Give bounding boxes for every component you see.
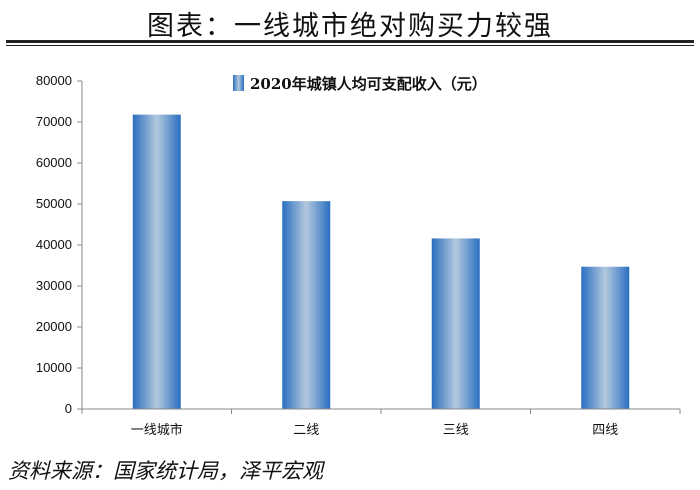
y-tick-label: 40000 bbox=[36, 237, 72, 252]
bar-4 bbox=[581, 266, 630, 409]
title-rule-thin bbox=[6, 45, 694, 46]
y-tick-label: 60000 bbox=[36, 155, 72, 170]
y-tick-label: 30000 bbox=[36, 278, 72, 293]
chart-title: 图表：一线城市绝对购买力较强 bbox=[147, 11, 553, 42]
bar-3 bbox=[431, 238, 480, 409]
y-tick-label: 20000 bbox=[36, 319, 72, 334]
y-tick-label: 80000 bbox=[36, 73, 72, 88]
legend-swatch bbox=[233, 75, 244, 91]
x-axis: 一线城市 二线 三线 四线 bbox=[81, 408, 681, 438]
x-category-label: 一线城市 bbox=[131, 422, 183, 438]
x-category-label: 二线 bbox=[293, 423, 319, 438]
bar-2 bbox=[282, 201, 331, 409]
bars bbox=[132, 114, 630, 410]
y-axis: 0 10000 20000 30000 40000 50000 60000 70000 8000… bbox=[36, 73, 83, 416]
title-rule-thick bbox=[6, 40, 694, 43]
y-tick-label: 70000 bbox=[36, 114, 72, 129]
bar-1 bbox=[132, 114, 181, 410]
x-category-label: 四线 bbox=[592, 423, 618, 438]
legend: 2020年城镇人均可支配收入（元） bbox=[233, 75, 487, 93]
y-tick-label: 10000 bbox=[36, 360, 72, 375]
legend-label: 2020年城镇人均可支配收入（元） bbox=[250, 75, 487, 93]
source-note: 资料来源：国家统计局，泽平宏观 bbox=[8, 459, 323, 483]
x-category-label: 三线 bbox=[443, 423, 469, 438]
y-tick-label: 50000 bbox=[36, 196, 72, 211]
y-tick-label: 0 bbox=[65, 401, 72, 416]
